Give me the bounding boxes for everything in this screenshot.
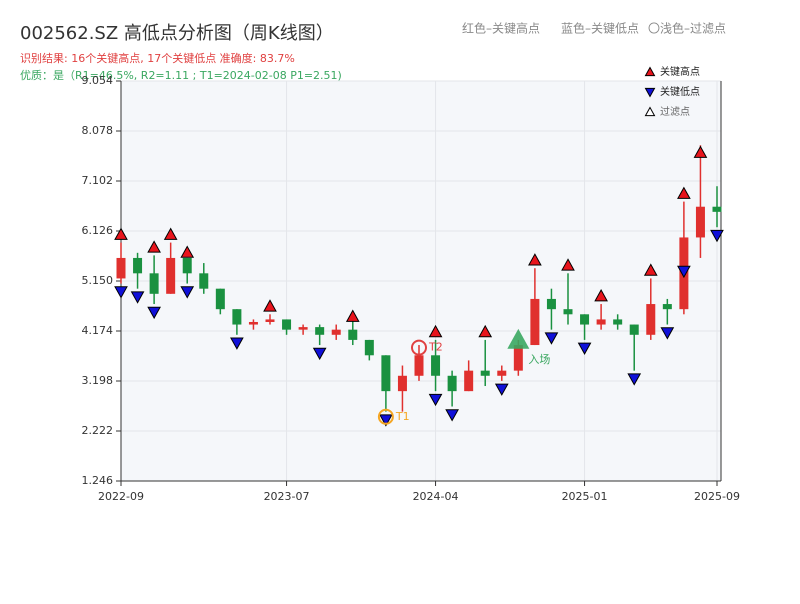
candle-body — [348, 329, 358, 340]
key-point — [445, 409, 459, 422]
annotation-marker — [507, 328, 530, 349]
candle-body — [331, 329, 341, 335]
y-tick-label: 9.054 — [82, 74, 114, 87]
key-point — [180, 245, 195, 258]
candle-body — [447, 375, 457, 392]
chart-title: 002562.SZ 高低点分析图（周K线图） — [20, 23, 334, 44]
key-point — [345, 309, 360, 322]
candle-body — [149, 273, 159, 294]
candle-body — [497, 370, 507, 376]
x-tick-label: 2025-01 — [562, 490, 608, 503]
y-tick-label: 3.198 — [82, 374, 114, 387]
legend-marker — [644, 106, 656, 117]
header-legend: 红色–关键高点 — [462, 21, 540, 36]
legend-marker — [644, 66, 656, 77]
candle-body — [397, 375, 407, 392]
key-point — [428, 393, 443, 407]
key-point — [494, 383, 509, 396]
header-legend: 〇浅色–过滤点 — [648, 22, 726, 36]
candle-body — [513, 345, 523, 371]
key-point — [478, 324, 493, 338]
key-point — [627, 373, 642, 386]
key-point — [163, 227, 178, 240]
y-tick-label: 8.078 — [82, 124, 114, 137]
key-point — [528, 253, 542, 266]
key-point — [643, 263, 658, 276]
legend-label: 关键低点 — [660, 85, 700, 98]
candle-body — [381, 355, 391, 392]
x-tick-label: 2023-07 — [264, 490, 310, 503]
candle-body — [215, 288, 225, 310]
candle-body — [662, 304, 672, 310]
y-tick-label: 4.174 — [82, 324, 114, 337]
key-point — [677, 186, 691, 199]
key-point — [561, 258, 575, 271]
candle-body — [712, 206, 722, 212]
candle-body — [133, 257, 143, 274]
legend-label: 过滤点 — [660, 105, 690, 118]
key-point — [312, 347, 327, 361]
candle-body — [414, 355, 424, 376]
candle-body — [695, 206, 705, 238]
y-tick-label: 1.246 — [82, 474, 114, 487]
key-point — [147, 306, 161, 320]
y-tick-label: 2.222 — [82, 424, 114, 437]
annotation-marker — [377, 408, 394, 425]
candle-body — [530, 298, 540, 346]
candle-body — [282, 319, 292, 330]
key-point — [693, 145, 708, 158]
key-point — [710, 229, 724, 243]
key-point — [180, 286, 195, 299]
candle-body — [265, 319, 275, 322]
key-point — [230, 337, 244, 350]
candle-body — [315, 327, 325, 335]
candle-body — [248, 321, 258, 325]
x-tick-label: 2025-09 — [694, 490, 740, 503]
key-point — [379, 414, 393, 427]
candle-body — [298, 327, 308, 330]
candle-body — [116, 257, 126, 279]
key-point — [544, 332, 559, 345]
candle-body — [232, 309, 242, 325]
legend-marker — [644, 87, 656, 98]
candle-body — [480, 370, 490, 376]
candle-body — [613, 319, 623, 325]
y-tick-label: 5.150 — [82, 274, 114, 287]
candle-body — [546, 298, 556, 310]
candle-body — [646, 304, 656, 335]
key-point — [594, 289, 608, 302]
candle-body — [580, 314, 590, 325]
key-point — [147, 240, 161, 253]
key-point — [114, 286, 128, 299]
candle-body — [464, 370, 474, 392]
header-legend: 蓝色–关键低点 — [561, 22, 639, 36]
candle-body — [563, 309, 573, 315]
x-tick-label: 2024-04 — [413, 490, 459, 503]
subtitle: 优质：是（R1=46.5%, R2=1.11 ; T1=2024-02-08 P… — [20, 69, 342, 82]
subtitle: 识别结果: 16个关键高点, 17个关键低点 准确度: 83.7% — [20, 51, 295, 65]
annotation-label: T1 — [395, 410, 410, 423]
key-point — [660, 327, 675, 340]
candle-body — [166, 257, 176, 294]
candle-body — [629, 324, 639, 335]
y-tick-label: 7.102 — [82, 174, 114, 187]
candle-body — [199, 273, 209, 289]
key-point — [114, 227, 128, 240]
key-point — [677, 265, 691, 279]
candle-body — [596, 319, 606, 325]
y-tick-label: 6.126 — [82, 224, 114, 237]
key-point — [428, 324, 443, 338]
key-point — [263, 299, 277, 312]
key-point — [130, 291, 145, 304]
legend-label: 关键高点 — [660, 65, 700, 78]
x-tick-label: 2022-09 — [98, 490, 144, 503]
candle-body — [182, 257, 192, 274]
candle-body — [431, 355, 441, 376]
key-point — [577, 342, 592, 355]
annotation-label: T2 — [428, 341, 443, 354]
annotation-label: 入场 — [528, 352, 550, 366]
annotation-marker — [411, 339, 427, 356]
candle-body — [364, 339, 374, 356]
